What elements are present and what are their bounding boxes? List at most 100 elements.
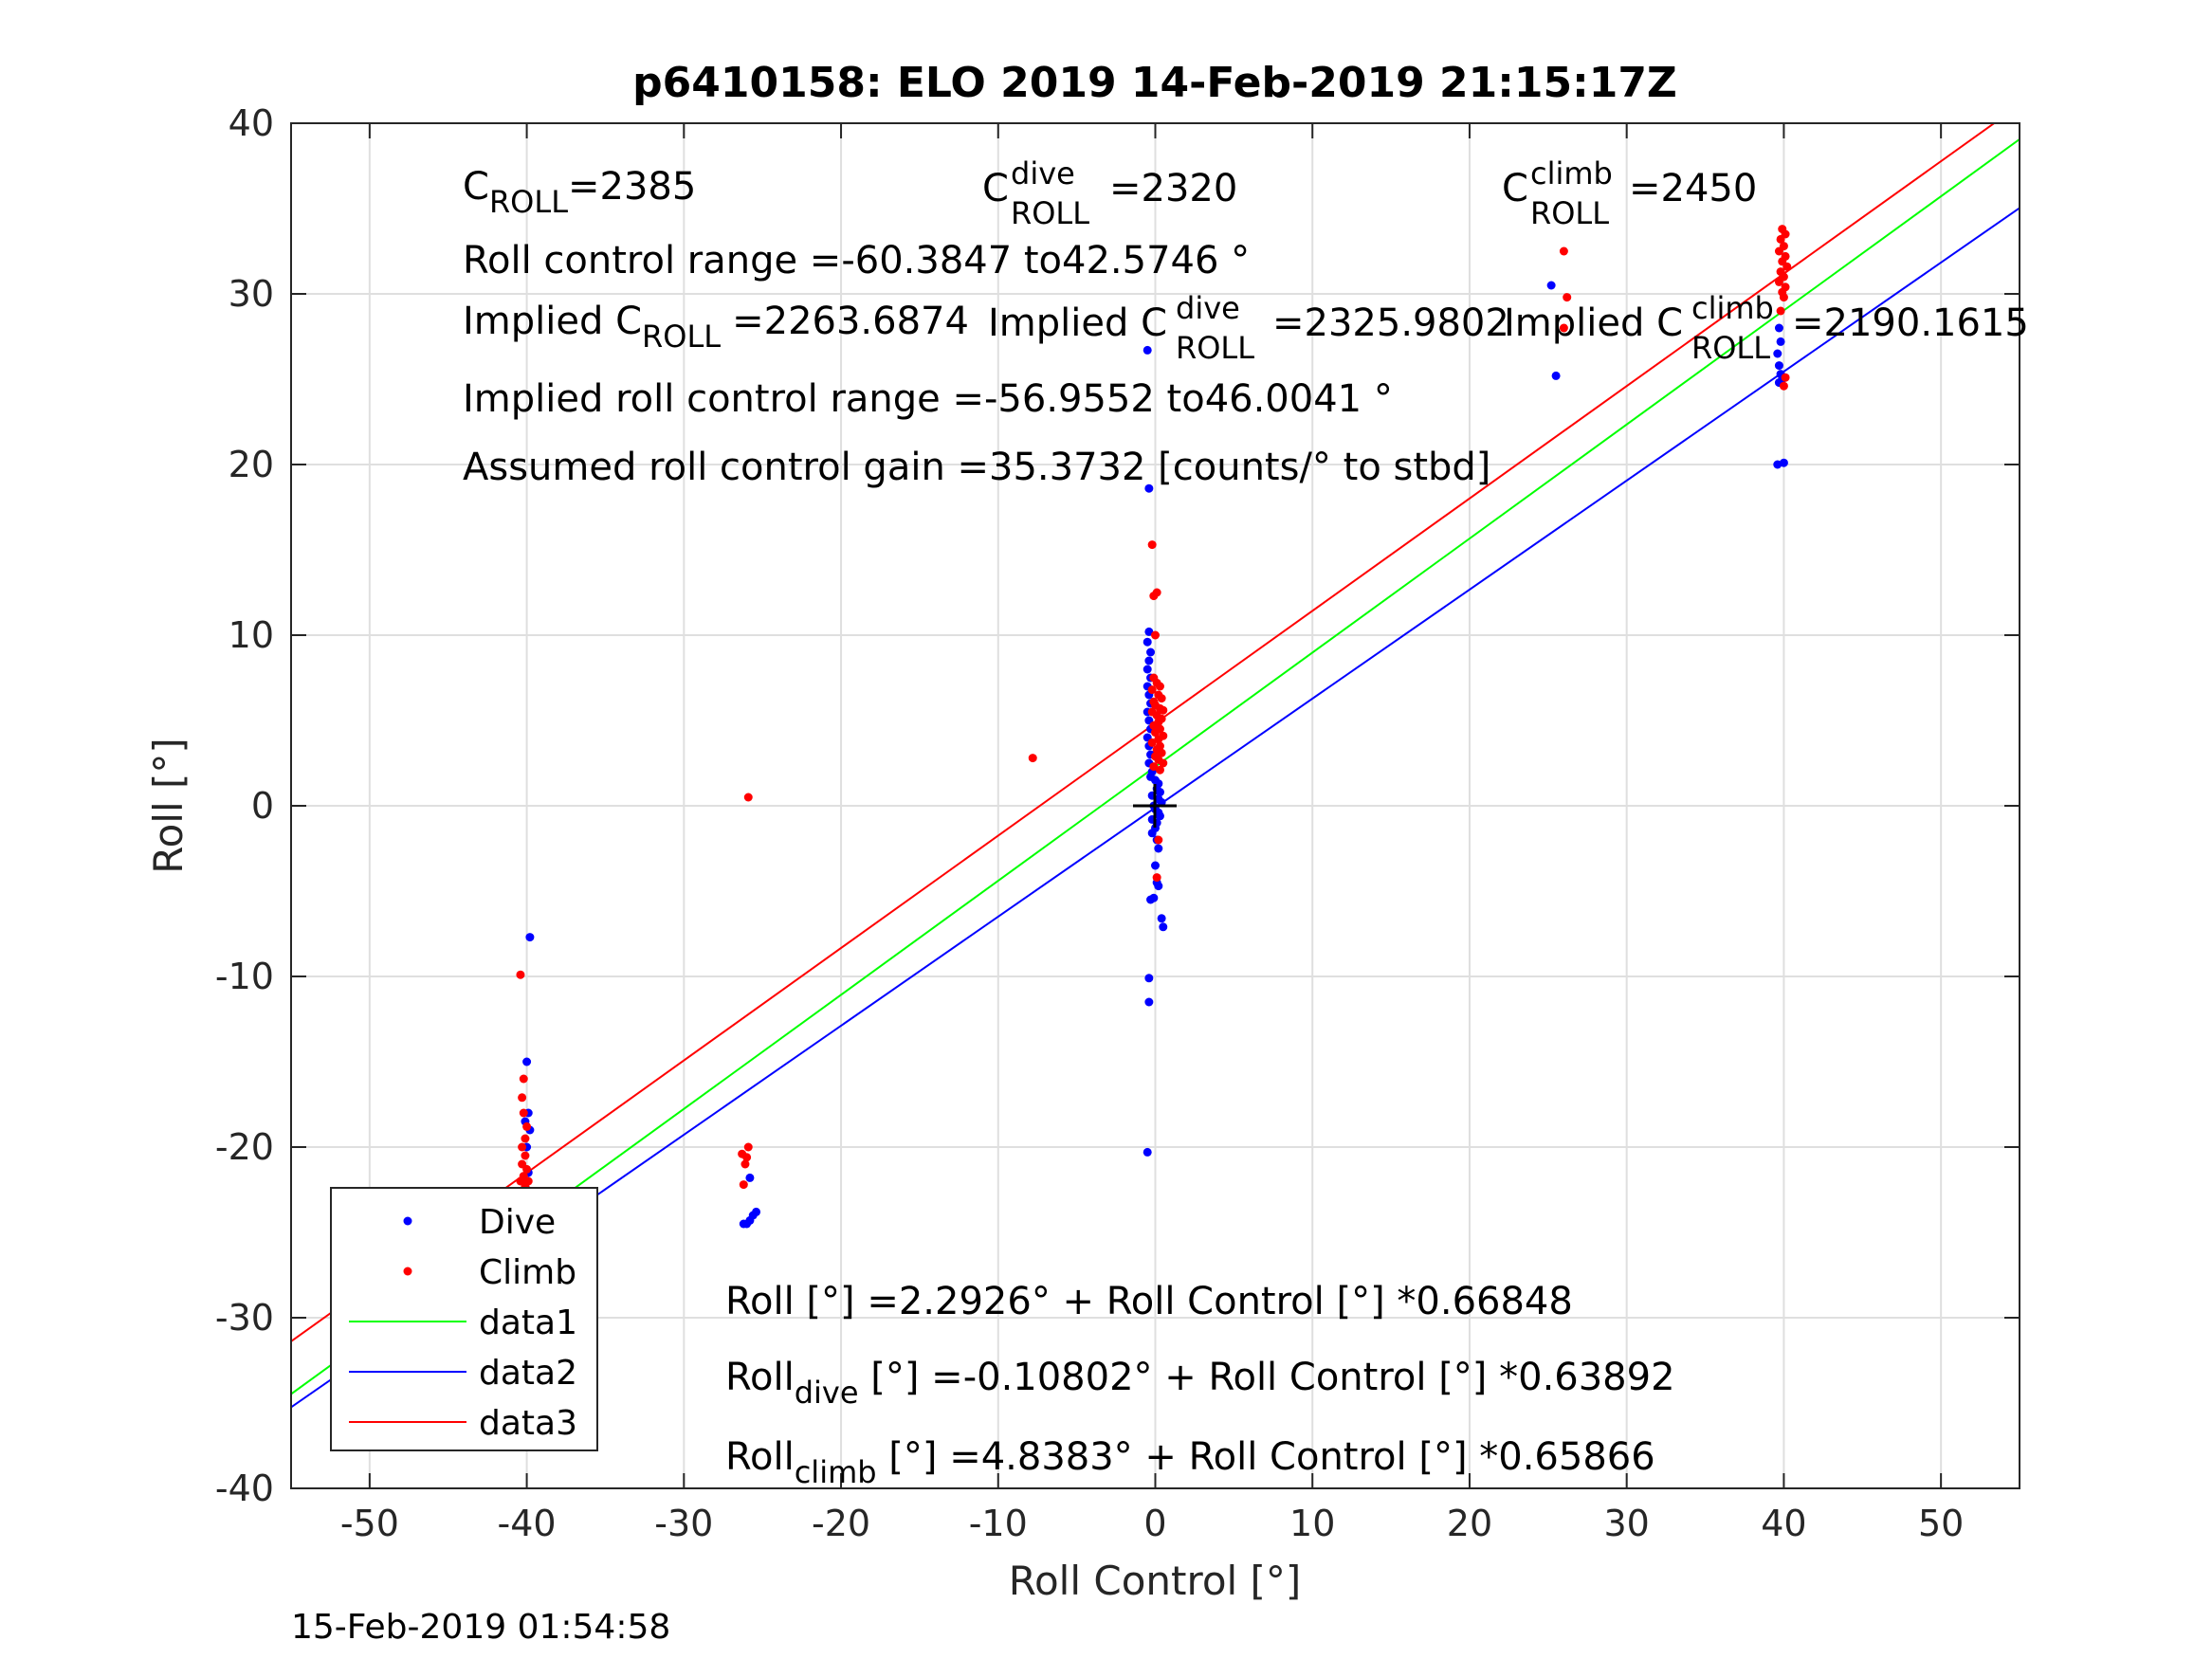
roll-control-range: Roll control range =-60.3847 to42.5746 °	[463, 239, 1250, 283]
climb-point	[1774, 246, 1783, 256]
svg-text:Implied C: Implied C	[988, 301, 1167, 345]
climb-point	[740, 1159, 750, 1169]
climb-point	[519, 1108, 528, 1118]
climb-point	[518, 1142, 527, 1152]
c-roll-dive-annotation: C dive ROLL =2320	[982, 155, 1237, 231]
tick-labels: -50 -40 -30 -20 -10 0 10 20 30 40 50 -40 -30 -20 -10 0 1…	[215, 102, 1964, 1544]
dive-point	[1779, 458, 1788, 467]
y-tick-label: 40	[229, 102, 274, 144]
climb-point	[1781, 373, 1790, 382]
y-tick-label: -10	[215, 956, 274, 997]
climb-point	[1776, 306, 1785, 316]
dive-point	[1774, 361, 1783, 371]
x-tick-label: -30	[654, 1503, 713, 1544]
climb-point	[523, 1176, 533, 1186]
dive-point	[739, 1219, 748, 1229]
dive-point	[1144, 974, 1154, 983]
climb-point	[743, 1142, 753, 1152]
dive-point	[1143, 1147, 1152, 1157]
legend-label: data1	[479, 1304, 577, 1342]
dive-point	[1154, 882, 1163, 891]
climb-point	[1151, 728, 1160, 738]
dive-point	[1546, 281, 1556, 290]
legend-label: data3	[479, 1404, 577, 1443]
climb-point	[1147, 540, 1157, 550]
svg-text:C: C	[982, 167, 1009, 210]
dive-point	[1776, 337, 1785, 346]
dive-point	[1551, 371, 1561, 380]
legend-marker	[403, 1267, 412, 1276]
dive-point	[1144, 627, 1154, 636]
svg-text:ROLL: ROLL	[1176, 330, 1254, 366]
y-tick-label: 0	[251, 785, 274, 827]
dive-point	[1155, 788, 1164, 797]
climb-point	[516, 970, 525, 979]
dive-point	[1144, 483, 1154, 493]
x-tick-label: -40	[498, 1503, 557, 1544]
climb-point	[1559, 323, 1568, 333]
x-tick-label: 30	[1604, 1503, 1650, 1544]
climb-point	[1563, 293, 1572, 302]
climb-point	[1782, 262, 1792, 271]
dive-point	[752, 1207, 761, 1216]
dive-point	[1154, 844, 1163, 853]
dive-point	[1774, 323, 1783, 333]
c-roll-annotation: CROLL=2385	[463, 165, 696, 220]
implied-c-roll-climb: Implied C climb ROLL =2190.1615	[1504, 290, 2029, 366]
dive-point	[1143, 345, 1152, 355]
dive-point	[1157, 914, 1166, 923]
climb-point	[1154, 835, 1163, 845]
implied-c-roll-dive: Implied C dive ROLL =2325.9802	[988, 290, 1509, 366]
dive-point	[1773, 349, 1782, 358]
climb-point	[1149, 762, 1159, 772]
timestamp: 15-Feb-2019 01:54:58	[291, 1608, 670, 1647]
x-tick-label: 20	[1447, 1503, 1492, 1544]
climb-point	[1152, 873, 1161, 883]
legend-box	[330, 1187, 598, 1451]
svg-text:Implied C: Implied C	[1504, 301, 1683, 345]
climb-point	[521, 1134, 530, 1143]
climb-point	[1774, 277, 1783, 286]
svg-text:=2190.1615: =2190.1615	[1792, 301, 2029, 345]
y-tick-label: -40	[215, 1468, 274, 1509]
dive-point	[1144, 656, 1154, 665]
c-roll-climb-annotation: C climb ROLL =2450	[1502, 155, 1757, 231]
scatter-points	[516, 225, 1792, 1280]
svg-text:ROLL: ROLL	[1691, 330, 1770, 366]
axis-ticks	[291, 122, 2020, 1489]
fit-dive-equation: Rolldive [°] =-0.10802° + Roll Control […	[725, 1356, 1675, 1411]
x-tick-label: 0	[1143, 1503, 1166, 1544]
dive-point	[745, 1173, 755, 1182]
svg-text:ROLL: ROLL	[1530, 195, 1609, 231]
y-tick-label: -20	[215, 1126, 274, 1168]
climb-point	[1028, 754, 1037, 763]
climb-point	[522, 1121, 532, 1131]
fit-climb-equation: Rollclimb [°] =4.8383° + Roll Control [°…	[725, 1435, 1655, 1490]
climb-point	[1155, 682, 1164, 691]
dive-point	[1143, 637, 1152, 647]
svg-text:=2450: =2450	[1629, 167, 1757, 210]
legend-label: data2	[479, 1354, 577, 1393]
x-tick-label: 40	[1761, 1503, 1806, 1544]
x-axis-label: Roll Control [°]	[1009, 1558, 1302, 1604]
y-tick-label: -30	[215, 1297, 274, 1339]
chart-title: p6410158: ELO 2019 14-Feb-2019 21:15:17Z	[632, 59, 1677, 107]
climb-point	[1149, 720, 1159, 730]
climb-point	[521, 1151, 530, 1160]
climb-point	[519, 1074, 528, 1084]
climb-point	[1159, 758, 1168, 768]
dive-point	[1159, 922, 1168, 932]
legend-label: Dive	[479, 1203, 556, 1242]
svg-text:ROLL: ROLL	[1011, 195, 1089, 231]
fit-all-equation: Roll [°] =2.2926° + Roll Control [°] *0.…	[725, 1280, 1573, 1323]
dive-point	[525, 933, 535, 942]
svg-text:dive: dive	[1011, 155, 1075, 191]
climb-point	[1779, 381, 1788, 391]
climb-point	[1152, 588, 1161, 597]
climb-point	[1147, 738, 1157, 747]
climb-point	[1147, 685, 1157, 695]
dive-point	[1146, 895, 1156, 904]
y-tick-label: 10	[229, 614, 274, 656]
climb-point	[742, 1153, 752, 1162]
climb-point	[743, 793, 753, 802]
